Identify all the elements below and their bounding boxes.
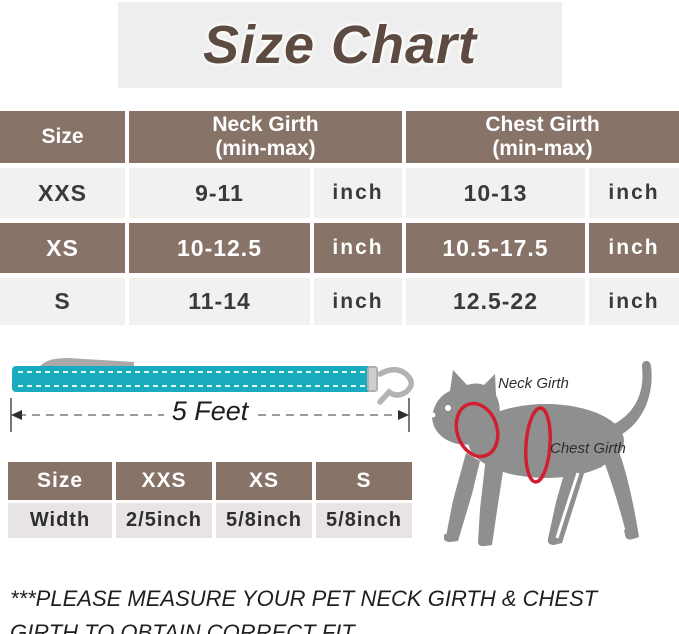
cat-eye: [445, 405, 451, 411]
title-banner: Size Chart: [118, 2, 562, 88]
leash-strap: [12, 366, 372, 392]
size-table-cell-neck: 10-12.5: [129, 223, 310, 273]
leash-drawing: [10, 358, 414, 432]
cat-measurement-diagram: [428, 353, 672, 557]
size-table-cell-unit: inch: [314, 278, 402, 325]
width-table-cell: 5/8inch: [216, 503, 312, 538]
size-table-header-chest-girth: Chest Girth (min-max): [406, 111, 679, 163]
size-table-cell-size: XS: [0, 223, 125, 273]
leg-highlight: [602, 464, 626, 531]
width-table-header: Size: [8, 462, 112, 500]
length-measurement: [10, 398, 410, 432]
arrow-left-icon: [11, 410, 22, 420]
chest-girth-label: Chest Girth: [550, 440, 626, 457]
size-table-cell-unit: inch: [589, 223, 679, 273]
width-table-cell: 5/8inch: [316, 503, 412, 538]
chest-girth-ring: [524, 406, 552, 484]
arrow-right-icon: [398, 410, 409, 420]
leash-length-label: 5 Feet: [171, 396, 249, 426]
size-table-cell-unit: inch: [589, 278, 679, 325]
size-table-cell-size: XXS: [0, 168, 125, 218]
leash-handle: [37, 358, 134, 378]
width-table-header: XS: [216, 462, 312, 500]
size-table-cell-unit: inch: [589, 168, 679, 218]
size-table-cell-chest: 10-13: [406, 168, 585, 218]
snap-hook-icon: [367, 366, 414, 405]
page-title: Size Chart: [202, 15, 478, 75]
width-table-header: XXS: [116, 462, 212, 500]
width-table-cell: 2/5inch: [116, 503, 212, 538]
size-table-cell-neck: 11-14: [129, 278, 310, 325]
width-table: Size XXS XS S Width 2/5inch 5/8inch 5/8i…: [8, 462, 412, 538]
neck-girth-ring: [454, 401, 500, 459]
width-table-header: S: [316, 462, 412, 500]
size-table-cell-neck: 9-11: [129, 168, 310, 218]
size-table-cell-unit: inch: [314, 168, 402, 218]
size-table-cell-chest: 12.5-22: [406, 278, 585, 325]
size-table-cell-unit: inch: [314, 223, 402, 273]
leg-highlight: [443, 470, 460, 535]
measurement-note: ***PLEASE MEASURE YOUR PET NECK GIRTH & …: [10, 586, 598, 634]
cat-nose: [430, 412, 436, 418]
leash-illustration: [6, 352, 418, 436]
size-table-cell-size: S: [0, 278, 125, 325]
leg-highlight: [555, 472, 580, 539]
neck-girth-label: Neck Girth: [498, 375, 569, 392]
size-table: Size Neck Girth (min-max) Chest Girth (m…: [0, 111, 679, 325]
size-table-cell-chest: 10.5-17.5: [406, 223, 585, 273]
size-table-header-neck-girth: Neck Girth (min-max): [129, 111, 402, 163]
width-table-cell: Width: [8, 503, 112, 538]
cat-silhouette-icon: [430, 360, 652, 547]
size-table-header-size: Size: [0, 111, 125, 163]
